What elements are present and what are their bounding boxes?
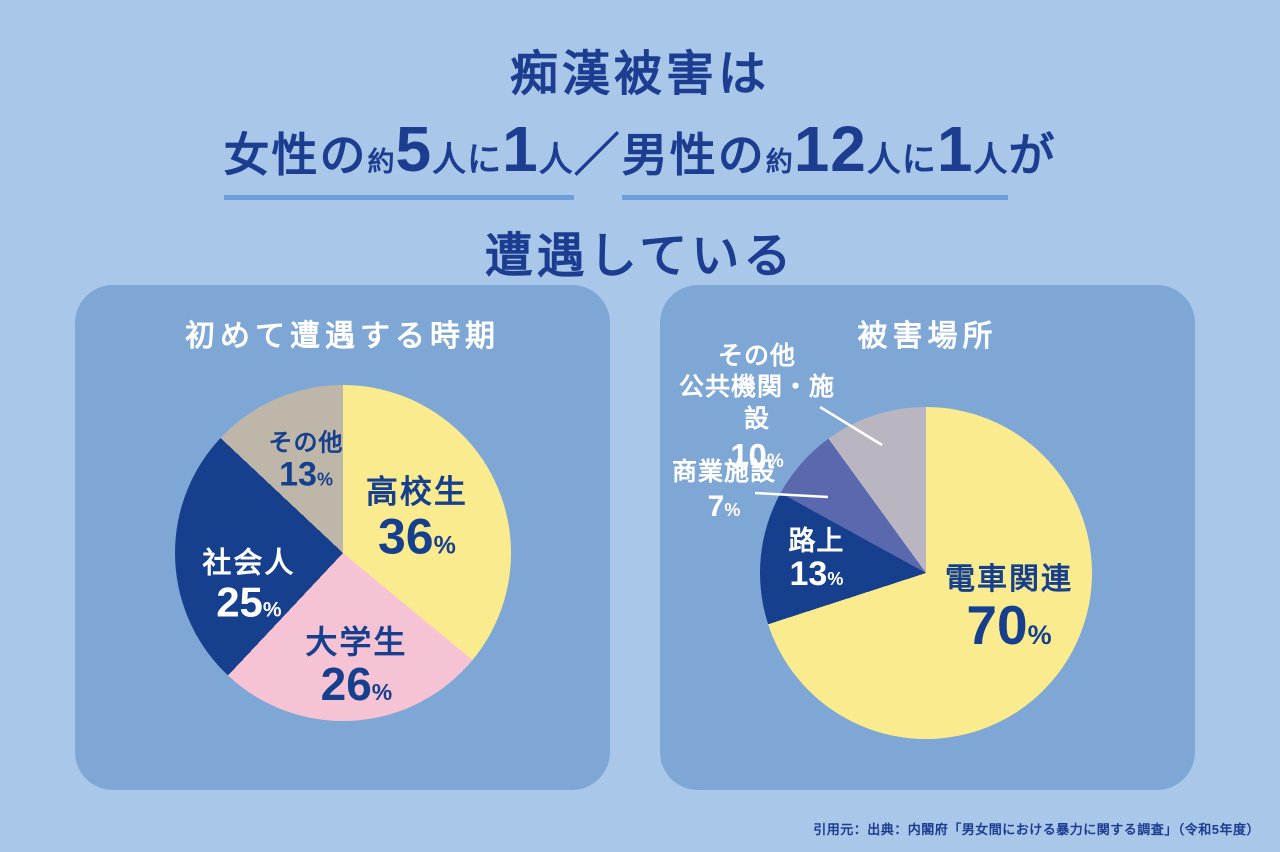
title-segment: が: [1008, 129, 1057, 181]
pie1-label-other: その他 13%: [268, 429, 344, 494]
title-segment: ／: [573, 129, 622, 181]
title-segment: 女性の約 5 人に 1 人: [223, 112, 574, 200]
title-line3: 遭遇している: [484, 230, 796, 283]
infographic-title: 痴漢被害は 女性の約 5 人に 1 人／男性の約 12 人に 1 人が 遭遇している: [0, 34, 1280, 286]
title-line2: 女性の約 5 人に 1 人／男性の約 12 人に 1 人が: [0, 112, 1280, 200]
pie2-label-layer: 電車関連 70% 路上 13%: [760, 407, 1092, 739]
pie-chart-first-encounter: [175, 385, 511, 721]
pie1-label-highschool: 高校生 36%: [365, 474, 468, 565]
pie2-label-commercial: 商業施設 7%: [671, 458, 776, 524]
panel-title-first-encounter: 初めて遭遇する時期: [185, 320, 500, 353]
panel-damage-location: 被害場所 電車関連 70% 路上 13% その他 公共機関・施設 10% 商業施…: [660, 285, 1195, 790]
pie1-label-worker: 社会人 25%: [202, 547, 296, 626]
title-line1: 痴漢被害は: [509, 48, 770, 101]
panel-title-damage-location: 被害場所: [857, 320, 998, 353]
panel-first-encounter-time: 初めて遭遇する時期 高校生 36% 大学生 26% 社会人 25% その他 13…: [75, 285, 610, 790]
title-segment: 男性の約 12 人に 1 人: [621, 112, 1009, 200]
pie1-label-layer: 高校生 36% 大学生 26% 社会人 25% その他 13%: [175, 385, 511, 721]
pie2-label-other-public: その他 公共機関・施設 10%: [678, 342, 835, 474]
source-citation: 引用元：出典：内閣府「男女間における暴力に関する調査」（令和5年度）: [813, 822, 1260, 837]
pie2-label-train: 電車関連 70%: [945, 562, 1073, 657]
pie2-label-street: 路上 13%: [788, 525, 845, 593]
pie1-label-university: 大学生 26%: [305, 624, 408, 710]
pie-chart-damage-location: [760, 407, 1092, 739]
